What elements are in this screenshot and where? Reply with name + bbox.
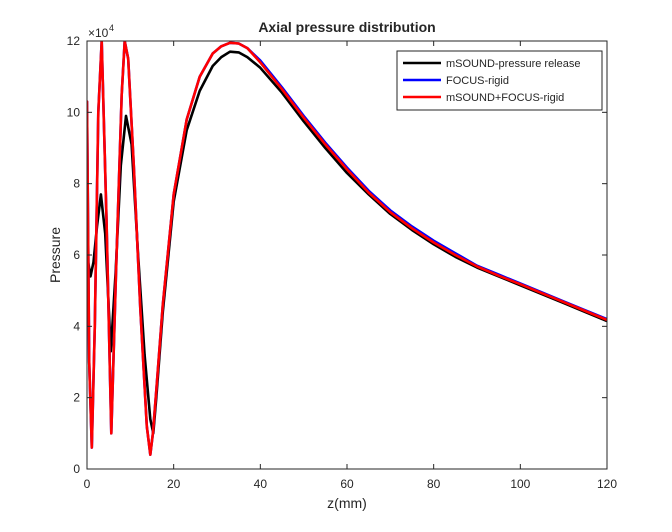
legend-label-2: FOCUS-rigid xyxy=(446,75,509,87)
y-tick-label: 0 xyxy=(73,462,80,476)
y-tick-label: 6 xyxy=(73,248,80,262)
y-exponent-base: ×10 xyxy=(88,26,109,40)
x-axis-label: z(mm) xyxy=(327,495,367,511)
x-tick-label: 80 xyxy=(427,477,441,491)
y-axis-label: Pressure xyxy=(47,227,63,283)
chart-title: Axial pressure distribution xyxy=(258,19,435,35)
y-tick-label: 12 xyxy=(67,34,81,48)
x-tick-label: 40 xyxy=(254,477,268,491)
y-tick-label: 8 xyxy=(73,177,80,191)
x-tick-label: 120 xyxy=(597,477,617,491)
x-tick-label: 100 xyxy=(510,477,530,491)
y-exponent-power: 4 xyxy=(109,23,114,33)
legend-label-3: mSOUND+FOCUS-rigid xyxy=(446,92,564,104)
x-tick-label: 20 xyxy=(167,477,181,491)
legend: mSOUND-pressure release FOCUS-rigid mSOUND… xyxy=(396,50,603,111)
y-tick-label: 10 xyxy=(67,105,81,119)
series-line-3 xyxy=(87,41,607,457)
y-exponent: ×10 4 xyxy=(88,23,114,40)
axes: 0 20 40 60 80 100 120 0 2 4 6 8 10 12 xyxy=(67,34,618,491)
x-tick-label: 0 xyxy=(84,477,91,491)
series-group xyxy=(87,41,607,457)
legend-label-1: mSOUND-pressure release xyxy=(446,58,580,70)
y-tick-label: 4 xyxy=(73,319,80,333)
x-tick-label: 60 xyxy=(340,477,354,491)
y-tick-label: 2 xyxy=(73,391,80,405)
plot-area xyxy=(87,41,607,457)
